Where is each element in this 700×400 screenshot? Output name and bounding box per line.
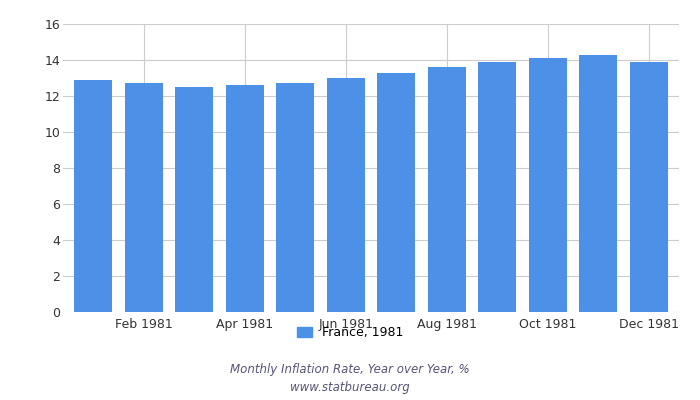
- Bar: [276, 83, 314, 312]
- Text: www.statbureau.org: www.statbureau.org: [290, 382, 410, 394]
- Bar: [428, 67, 466, 312]
- Bar: [630, 62, 668, 312]
- Bar: [478, 62, 516, 312]
- Text: Monthly Inflation Rate, Year over Year, %: Monthly Inflation Rate, Year over Year, …: [230, 364, 470, 376]
- Bar: [327, 78, 365, 312]
- Legend: France, 1981: France, 1981: [297, 326, 403, 339]
- Bar: [74, 80, 112, 312]
- Bar: [528, 58, 567, 312]
- Bar: [125, 83, 162, 312]
- Bar: [580, 54, 617, 312]
- Bar: [175, 87, 214, 312]
- Bar: [226, 85, 264, 312]
- Bar: [377, 73, 415, 312]
